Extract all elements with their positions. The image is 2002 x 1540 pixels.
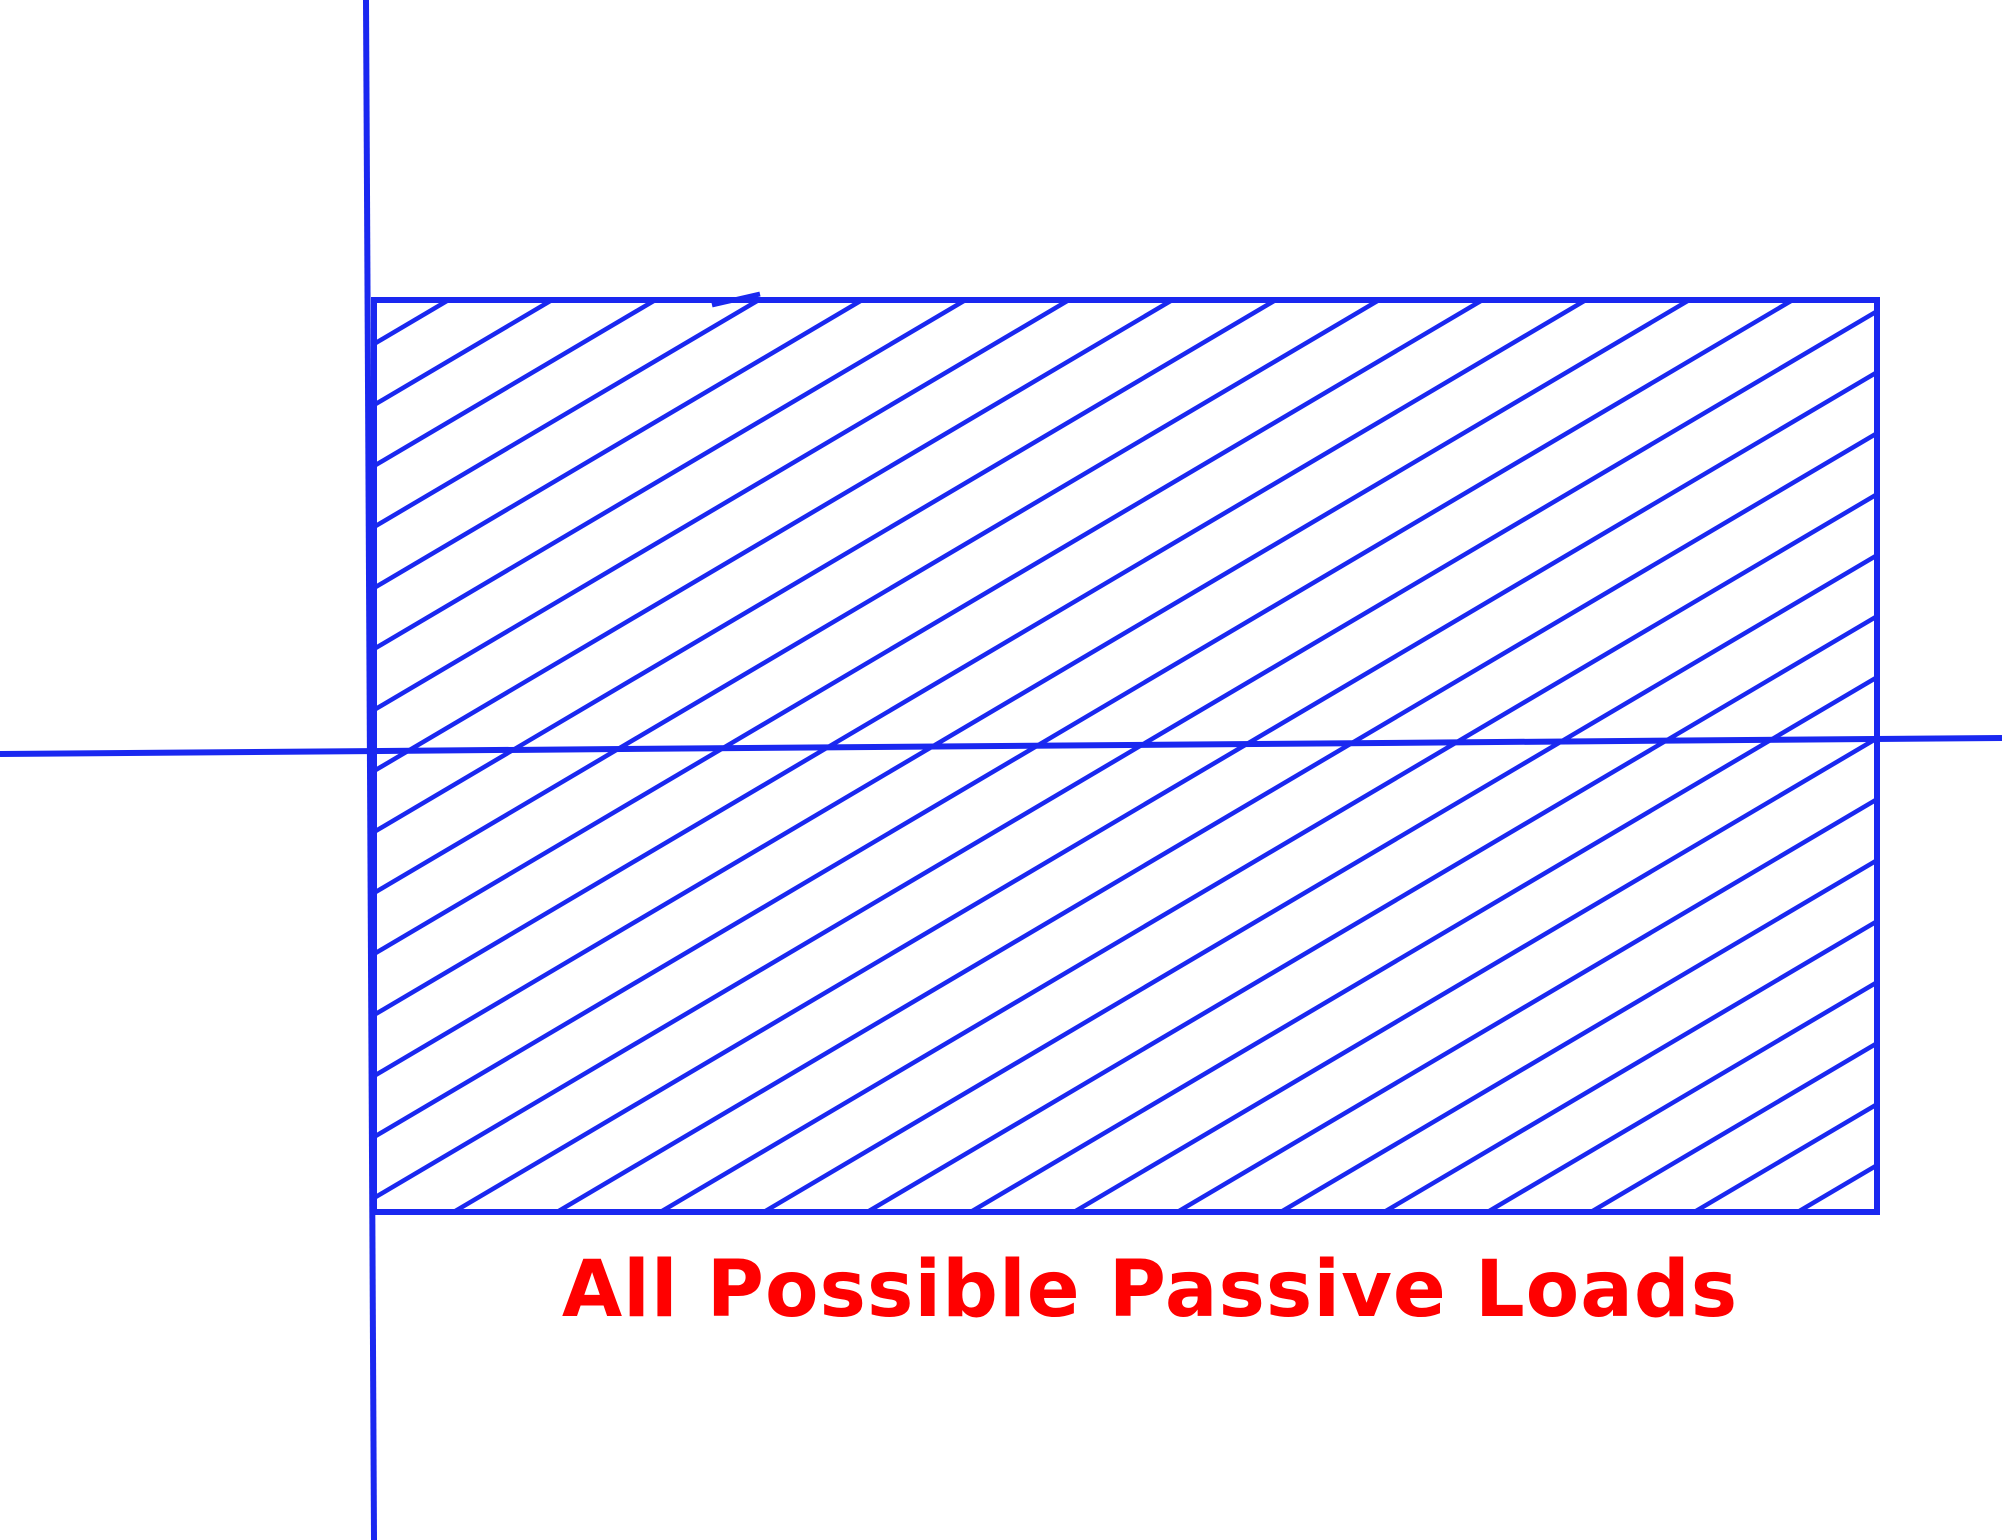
hatch-line bbox=[374, 300, 660, 469]
hatch-line bbox=[862, 613, 1877, 1212]
hatch-line bbox=[374, 300, 1798, 1140]
hatch-line bbox=[374, 300, 1694, 1079]
hatch-line bbox=[759, 552, 1877, 1212]
hatch-line bbox=[374, 300, 1487, 957]
hatch-line bbox=[1483, 979, 1877, 1212]
hatch-line bbox=[374, 300, 867, 591]
hatch-line bbox=[552, 430, 1877, 1212]
hatch-line bbox=[1069, 735, 1877, 1212]
hatch-line bbox=[966, 674, 1877, 1212]
hatch-line bbox=[374, 300, 1177, 774]
hatch-line bbox=[374, 300, 764, 530]
hatch-line bbox=[1586, 1040, 1877, 1212]
hatch-line bbox=[1276, 857, 1877, 1212]
vertical-axis bbox=[363, 0, 377, 1540]
hatch-line bbox=[374, 300, 1281, 835]
stray-pen-stroke bbox=[711, 291, 761, 308]
hatch-line bbox=[374, 300, 970, 652]
hatch-line bbox=[1379, 918, 1877, 1212]
horizontal-axis bbox=[0, 735, 2002, 757]
hatch-lines bbox=[374, 300, 1877, 1212]
region-caption: All Possible Passive Loads bbox=[561, 1245, 1739, 1335]
hatch-line bbox=[449, 369, 1877, 1212]
hatch-line bbox=[374, 308, 1877, 1201]
passive-region-rectangle bbox=[371, 297, 1880, 1215]
hatch-line bbox=[374, 300, 1074, 713]
hatch-line bbox=[656, 491, 1877, 1212]
hatch-line bbox=[1172, 796, 1877, 1212]
hatch-line bbox=[374, 300, 1384, 896]
hatch-line bbox=[374, 300, 1591, 1018]
hatch-line bbox=[374, 300, 557, 408]
